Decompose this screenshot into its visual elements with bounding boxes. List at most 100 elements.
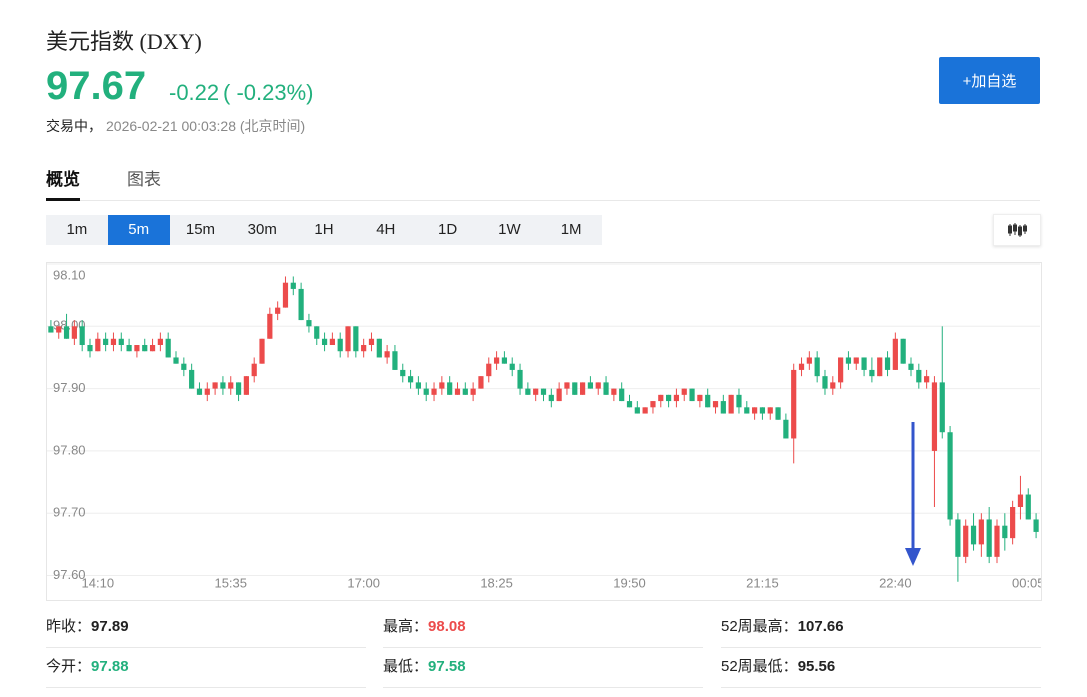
stat-value: 97.89 — [91, 618, 129, 635]
candle-body — [204, 388, 210, 395]
candle-body — [509, 363, 515, 370]
interval-button[interactable]: 5m — [107, 215, 170, 245]
candle-body — [736, 394, 742, 408]
candle-body — [439, 382, 445, 389]
candle-body — [1002, 525, 1008, 539]
stat-cell: 昨收：97.89 — [46, 607, 366, 648]
candle-body — [267, 313, 273, 339]
interval-button[interactable]: 1m — [66, 221, 88, 238]
candle-body — [290, 282, 296, 289]
candle-body — [1033, 519, 1039, 532]
candle-body — [454, 388, 461, 395]
tabs: 概览 图表 — [46, 162, 1040, 201]
candle-body — [853, 357, 859, 364]
change: -0.22 — [169, 80, 220, 105]
candle-body — [611, 388, 617, 395]
add-watchlist-button[interactable]: +加自选 — [939, 57, 1040, 104]
candle-body — [978, 519, 984, 545]
candle-body — [900, 338, 906, 364]
candle-body — [493, 357, 500, 364]
x-tick-label: 14:10 — [82, 575, 115, 590]
interval-button[interactable]: 1M — [560, 221, 582, 238]
interval-button[interactable]: 1W — [498, 221, 521, 238]
x-tick-label: 19:50 — [613, 575, 646, 590]
candle-body — [196, 388, 203, 395]
candle-body — [681, 388, 687, 395]
y-tick-label: 98.10 — [53, 267, 86, 282]
candle-body — [478, 376, 484, 389]
candle-body — [806, 357, 812, 364]
candle-body — [634, 407, 640, 414]
interval-button[interactable]: 1H — [314, 221, 334, 238]
stat-label: 52周最高： — [721, 618, 798, 635]
stat-value: 97.88 — [91, 658, 129, 675]
stat-cell: 最高：98.08 — [383, 607, 703, 648]
stat-label: 今开： — [46, 658, 92, 675]
candle-body — [1025, 494, 1031, 520]
candle-body — [400, 369, 406, 377]
candle-body — [462, 388, 468, 395]
candle-body — [212, 382, 218, 389]
candle-body — [275, 307, 281, 314]
interval-button[interactable]: 1D — [437, 221, 458, 238]
stat-value: 107.66 — [797, 618, 844, 635]
candle-body — [189, 369, 195, 389]
candle-body — [282, 282, 289, 308]
candle-body — [767, 407, 773, 414]
candle-body — [181, 363, 187, 370]
candle-body — [259, 338, 265, 364]
candle-body — [110, 338, 117, 345]
candle-body — [697, 394, 703, 402]
interval-button[interactable]: 30m — [247, 221, 277, 238]
x-tick-label: 17:00 — [347, 575, 380, 590]
candle-body — [149, 345, 156, 352]
candle-body — [243, 376, 249, 395]
interval-button[interactable]: 15m — [185, 221, 216, 238]
candle-body — [470, 388, 476, 395]
candle-body — [1010, 507, 1016, 539]
candle-body — [321, 338, 328, 345]
candle-body — [56, 326, 62, 333]
candle-body — [126, 345, 132, 352]
candle-body — [572, 382, 578, 395]
candle-body — [775, 407, 781, 420]
candle-body — [642, 407, 648, 414]
candle-body — [626, 401, 633, 408]
candle-body — [361, 345, 367, 352]
stat-cell: 最低：97.58 — [383, 647, 703, 688]
candle-body — [869, 369, 875, 377]
tab[interactable]: 概览 — [46, 165, 80, 201]
candle-body — [118, 338, 124, 345]
candle-body — [533, 388, 539, 395]
stat-value: 95.56 — [797, 658, 836, 675]
candle-body — [314, 326, 320, 339]
x-tick-label: 00:05 — [1012, 575, 1042, 590]
interval-button[interactable]: 4H — [376, 221, 396, 238]
candle-body — [986, 519, 992, 557]
candle-body — [63, 326, 70, 339]
candle-body — [235, 382, 242, 395]
candle-body — [908, 363, 914, 370]
candle-body — [306, 320, 312, 327]
candle-body — [431, 388, 437, 395]
candle-body — [525, 388, 531, 395]
candle-body — [877, 357, 883, 377]
candle-body — [845, 357, 852, 364]
candle-body — [830, 382, 836, 389]
chart-type-button[interactable] — [993, 214, 1041, 246]
candle-body — [540, 388, 547, 395]
candle-body — [689, 388, 695, 402]
tab[interactable]: 图表 — [127, 170, 161, 189]
candle-body — [157, 338, 163, 345]
timestamp: 2026-02-21 00:03:28 (北京时间) — [106, 118, 306, 134]
candle-body — [924, 376, 930, 383]
candle-body — [666, 394, 672, 402]
x-tick-label: 21:15 — [746, 575, 779, 590]
candle-body — [970, 525, 977, 545]
candle-body — [298, 288, 304, 321]
candle-body — [165, 338, 171, 358]
interval-bar: 1m 5m 15m 30m 1H 4H 1D 1W 1M — [46, 215, 602, 245]
candle-body — [720, 401, 726, 414]
candle-body — [658, 394, 664, 402]
